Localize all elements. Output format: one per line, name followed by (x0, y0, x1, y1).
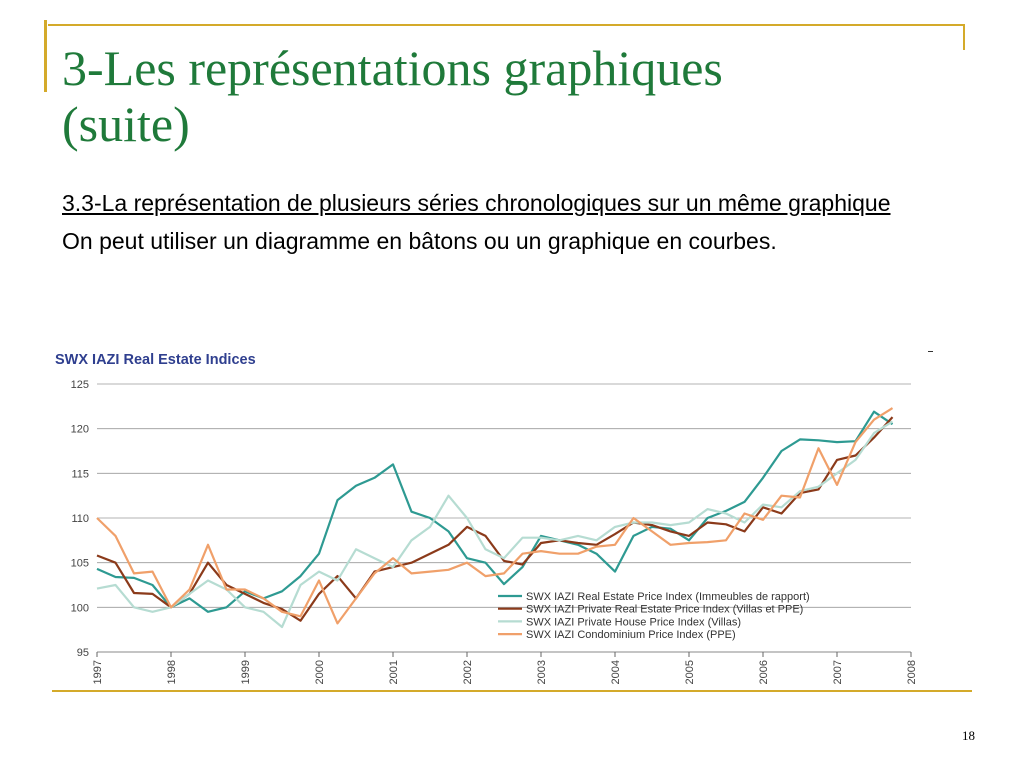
x-tick-label: 2003 (536, 660, 548, 684)
slide-title-line2: (suite) (62, 96, 190, 152)
series-line-2 (96, 416, 894, 622)
y-tick-label: 125 (71, 379, 89, 391)
legend-label: SWX IAZI Real Estate Price Index (Immeub… (526, 591, 810, 603)
y-tick-label: 110 (71, 513, 89, 525)
y-tick-label: 95 (77, 647, 89, 659)
x-tick-label: 1997 (92, 660, 104, 684)
x-tick-label: 2002 (462, 660, 474, 684)
series-line-1 (96, 410, 894, 613)
slide-title: 3-Les représentations graphiques (suite) (62, 40, 962, 152)
x-tick-label: 2007 (832, 660, 844, 684)
y-tick-label: 100 (71, 602, 89, 614)
dash-mark (928, 351, 933, 352)
y-tick-label: 105 (71, 558, 89, 570)
right-rule (963, 24, 965, 50)
bottom-rule (52, 690, 972, 692)
top-rule (48, 24, 964, 26)
x-tick-label: 2005 (684, 660, 696, 684)
subtitle-paragraph: 3.3-La représentation de plusieurs série… (62, 188, 942, 218)
series-line-3 (96, 420, 894, 629)
y-tick-label: 120 (71, 424, 89, 436)
legend-label: SWX IAZI Condominium Price Index (PPE) (526, 629, 736, 641)
x-tick-label: 2001 (388, 660, 400, 684)
x-tick-label: 1998 (166, 660, 178, 684)
y-tick-label: 115 (71, 468, 89, 480)
x-tick-label: 1999 (240, 660, 252, 684)
slide-body: 3.3-La représentation de plusieurs série… (62, 188, 942, 264)
subtitle-text: 3.3-La représentation de plusieurs série… (62, 190, 891, 216)
x-tick-label: 2000 (314, 660, 326, 684)
x-tick-label: 2006 (758, 660, 770, 684)
slide-title-line1: 3-Les représentations graphiques (62, 40, 723, 96)
legend-label: SWX IAZI Private House Price Index (Vill… (526, 616, 741, 628)
legend-label: SWX IAZI Private Real Estate Price Index… (526, 604, 803, 616)
left-rule (44, 20, 47, 92)
x-tick-label: 2008 (906, 660, 918, 684)
page-number: 18 (962, 728, 975, 743)
series-line-4 (96, 407, 894, 625)
x-tick-label: 2004 (610, 660, 622, 684)
chart-title: SWX IAZI Real Estate Indices (55, 352, 256, 368)
body-paragraph: On peut utiliser un diagramme en bâtons … (62, 228, 777, 254)
